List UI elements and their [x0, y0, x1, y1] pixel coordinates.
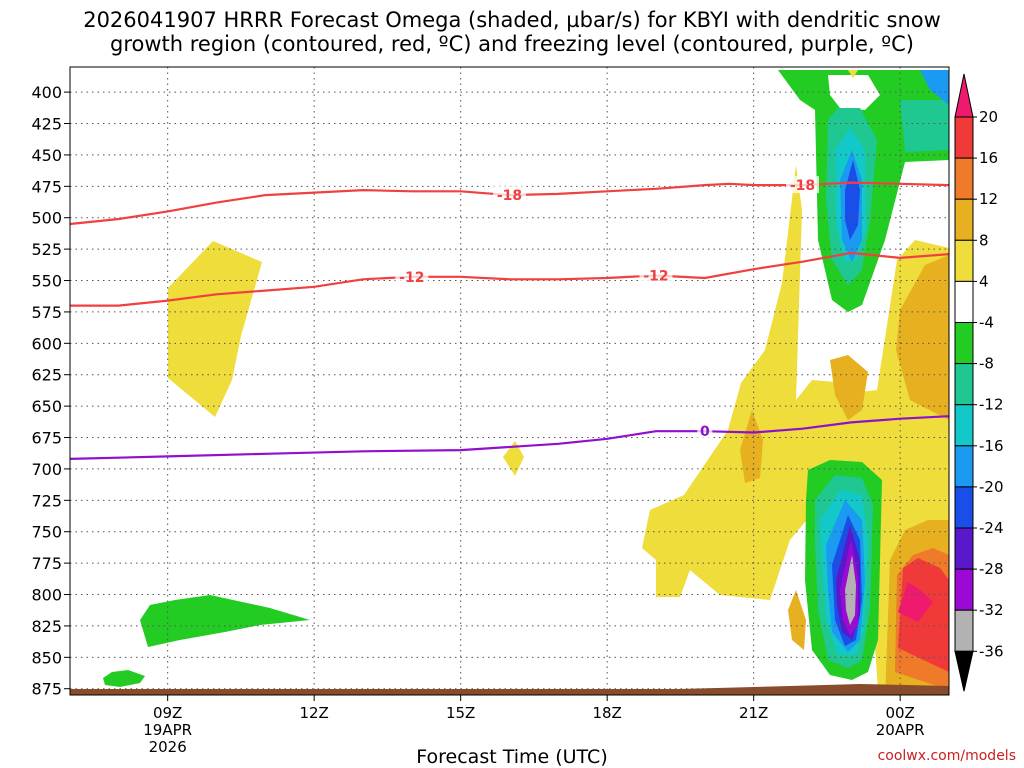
credit-link[interactable]: coolwx.com/models: [877, 748, 1016, 764]
colorbar-label: 4: [979, 272, 989, 290]
colorbar-label: 8: [979, 231, 989, 249]
y-tick-label: 700: [31, 460, 62, 479]
colorbar-label: 12: [979, 190, 998, 208]
omega-region-gray: [845, 555, 856, 625]
y-tick-label: 425: [31, 115, 62, 134]
colorbar-top-arrow: [954, 73, 974, 118]
x-tick-label: 18Z: [592, 704, 621, 722]
contour-label: -12: [643, 268, 668, 284]
contour-dgz_-12: [70, 251, 949, 307]
colorbar-segment: [954, 568, 974, 611]
colorbar-bottom-arrow: [954, 650, 974, 692]
colorbar-segment: [954, 239, 974, 282]
colorbar-segment: [954, 527, 974, 570]
colorbar-label: -12: [979, 396, 1004, 414]
contour-label: -18: [790, 178, 815, 194]
x-tick-label: 09Z: [153, 704, 182, 722]
y-tick-label: 525: [31, 240, 62, 259]
omega-region-orange: [830, 355, 868, 420]
contour-label-bg: [786, 176, 819, 194]
omega-region-orange: [896, 255, 949, 420]
x-tick-date-label: 19APR: [143, 721, 192, 739]
y-tick-label: 450: [31, 146, 62, 165]
contour-label: 0: [700, 424, 710, 440]
contour-label-bg: [395, 267, 429, 285]
y-tick-label: 400: [31, 83, 62, 102]
contour-label: -18: [497, 188, 522, 204]
colorbar-label: 16: [979, 149, 998, 167]
x-tick-label: 21Z: [739, 704, 768, 722]
colorbar: 20 16 12 8 4 -4 -8 -12 -16 -20 -24 -28 -32 -36: [954, 73, 1004, 692]
omega-shading: [70, 70, 949, 695]
colorbar-segment: [954, 322, 974, 365]
y-tick-label: 650: [31, 397, 62, 416]
contour-freezing_0: [70, 415, 949, 460]
colorbar-label: -36: [979, 642, 1004, 660]
x-tick-label: 12Z: [299, 704, 328, 722]
omega-region-white: [828, 75, 880, 110]
omega-region-green: [140, 595, 310, 647]
x-axis-label: Forecast Time (UTC): [416, 746, 608, 768]
y-tick-label: 875: [31, 680, 62, 699]
y-tick-label: 825: [31, 617, 62, 636]
contour-labels: -18 -18 -12 -12 0: [395, 176, 819, 440]
terrain-surface: [70, 684, 949, 695]
colorbar-segment: [954, 363, 974, 406]
colorbar-label: -20: [979, 478, 1004, 496]
colorbar-segment: [954, 486, 974, 529]
colorbar-segment: [954, 157, 974, 200]
omega-region-orange: [740, 410, 763, 483]
colorbar-label: -24: [979, 519, 1004, 537]
omega-region-blue: [920, 70, 949, 105]
x-tick-label: 15Z: [446, 704, 475, 722]
omega-region-magenta: [898, 582, 933, 622]
y-tick-label: 575: [31, 303, 62, 322]
y-axis-ticks: 400 425 450 475 500 525 550 575 600 625 650 675 700 7…: [31, 83, 70, 699]
omega-region-darkblue: [845, 160, 860, 240]
colorbar-label: -28: [979, 560, 1004, 578]
chart-title-line-1: 2026041907 HRRR Forecast Omega (shaded, …: [83, 8, 941, 32]
x-tick-date-label: 20APR: [876, 721, 925, 739]
colorbar-label: -32: [979, 601, 1004, 619]
y-tick-label: 750: [31, 523, 62, 542]
chart-title-line-2: growth region (contoured, red, ºC) and f…: [110, 32, 914, 56]
omega-region-yellow: [168, 241, 262, 417]
contour-label-bg: [697, 422, 713, 440]
omega-region-yellow: [503, 441, 524, 476]
colorbar-segment: [954, 198, 974, 241]
contour-label: -12: [399, 270, 424, 286]
plot-frame: [69, 66, 950, 696]
colorbar-label: 20: [979, 108, 998, 126]
y-tick-label: 725: [31, 491, 62, 510]
y-tick-label: 625: [31, 366, 62, 385]
colorbar-segment: [954, 404, 974, 447]
omega-region-green: [103, 670, 145, 687]
y-tick-label: 775: [31, 554, 62, 573]
contour-label-bg: [639, 266, 673, 284]
y-tick-label: 475: [31, 177, 62, 196]
colorbar-segment: [954, 609, 974, 652]
colorbar-label: -8: [979, 355, 994, 373]
y-tick-label: 600: [31, 334, 62, 353]
omega-region-teal: [900, 100, 949, 152]
y-tick-label: 850: [31, 648, 62, 667]
x-tick-year-label: 2026: [149, 738, 187, 756]
omega-region-orange: [788, 590, 806, 650]
y-tick-label: 500: [31, 209, 62, 228]
colorbar-segment: [954, 445, 974, 488]
y-tick-label: 800: [31, 586, 62, 605]
grid-lines: [70, 67, 949, 695]
y-tick-label: 550: [31, 272, 62, 291]
colorbar-segment: [954, 280, 974, 323]
colorbar-segment: [954, 116, 974, 159]
x-tick-label: 00Z: [885, 704, 914, 722]
contour-label-bg: [493, 186, 526, 204]
colorbar-label: -16: [979, 437, 1004, 455]
colorbar-label: -4: [979, 314, 994, 332]
omega-region-yellow: [848, 70, 858, 78]
y-tick-label: 675: [31, 429, 62, 448]
